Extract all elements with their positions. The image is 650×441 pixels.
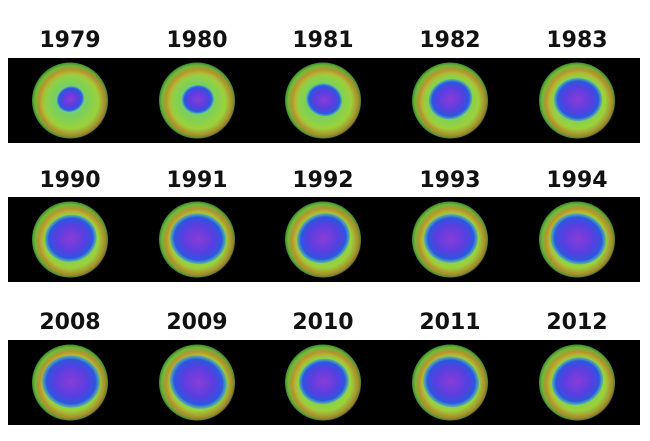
ozone-hole <box>428 79 473 120</box>
year-label: 1990 <box>39 168 100 193</box>
ozone-hole <box>551 357 604 406</box>
ozone-globe <box>285 62 362 140</box>
year-label: 1991 <box>166 168 227 193</box>
ozone-hole <box>181 84 214 114</box>
ozone-globe <box>32 62 109 140</box>
ozone-globe <box>32 201 109 279</box>
ozone-hole <box>423 356 480 408</box>
ozone-globe <box>285 201 362 279</box>
year-label: 2010 <box>292 310 353 335</box>
year-label: 1993 <box>419 168 480 193</box>
ozone-hole <box>423 214 478 263</box>
year-label: 1980 <box>166 28 227 53</box>
ozone-hole <box>550 213 606 265</box>
ozone-hole <box>298 358 349 404</box>
year-label: 1981 <box>292 28 353 53</box>
ozone-globe <box>539 344 616 422</box>
year-label: 2012 <box>546 310 607 335</box>
year-label: 1994 <box>546 168 607 193</box>
year-label: 1982 <box>419 28 480 53</box>
ozone-hole <box>169 355 227 409</box>
ozone-globe <box>159 344 236 422</box>
year-label: 2009 <box>166 310 227 335</box>
ozone-hole <box>42 355 101 408</box>
ozone-globe <box>539 201 616 279</box>
year-label: 1992 <box>292 168 353 193</box>
ozone-hole <box>296 213 350 264</box>
ozone-hole <box>44 214 97 262</box>
ozone-globe <box>285 344 362 422</box>
ozone-hole <box>56 86 85 113</box>
ozone-hole <box>306 83 343 117</box>
year-label: 1979 <box>39 28 100 53</box>
ozone-globe <box>159 201 236 279</box>
year-label: 2008 <box>39 310 100 335</box>
ozone-globe <box>412 344 489 422</box>
year-label: 1983 <box>546 28 607 53</box>
ozone-globe <box>539 62 616 140</box>
ozone-globe <box>159 62 236 140</box>
ozone-globe <box>412 201 489 279</box>
ozone-globe <box>32 344 109 422</box>
ozone-hole <box>554 77 603 122</box>
ozone-globe <box>412 62 489 140</box>
year-label: 2011 <box>419 310 480 335</box>
ozone-hole <box>170 213 227 264</box>
